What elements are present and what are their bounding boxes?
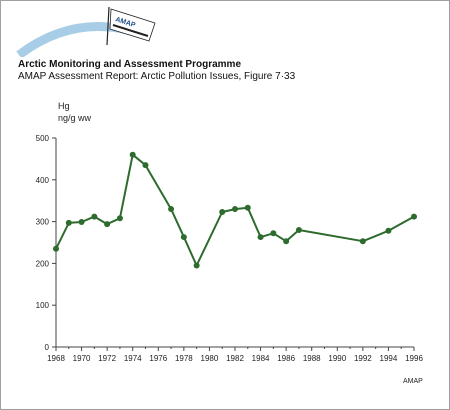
credit-label: AMAP <box>403 378 423 385</box>
data-point <box>385 227 392 234</box>
y-tick-label: 0 <box>45 343 50 352</box>
data-point <box>180 234 187 241</box>
x-tick-label: 1984 <box>252 354 270 363</box>
data-point <box>129 151 136 158</box>
data-point <box>193 262 200 269</box>
data-point <box>411 213 417 220</box>
logo-flag <box>109 8 156 42</box>
series-layer <box>53 151 417 269</box>
data-point <box>65 219 72 226</box>
data-point <box>168 206 175 213</box>
y-axis-label-unit: ng/g ww <box>58 113 92 123</box>
data-point <box>142 162 149 169</box>
x-tick-label: 1988 <box>303 354 321 363</box>
data-point <box>295 226 302 233</box>
data-point <box>219 208 226 215</box>
data-point <box>257 234 264 241</box>
y-tick-label: 500 <box>36 134 50 143</box>
x-tick-label: 1996 <box>405 354 423 363</box>
logo-graphic: AMAP <box>16 6 156 59</box>
x-tick-label: 1976 <box>149 354 167 363</box>
data-point <box>270 230 277 237</box>
x-tick-label: 1978 <box>175 354 193 363</box>
x-tick-label: 1972 <box>98 354 116 363</box>
x-tick-label: 1982 <box>226 354 244 363</box>
data-point <box>232 206 238 213</box>
x-tick-label: 1990 <box>328 354 346 363</box>
y-tick-label: 400 <box>36 176 50 185</box>
organization-title: Arctic Monitoring and Assessment Program… <box>18 59 242 70</box>
data-point <box>91 213 98 220</box>
y-axis-label-quantity: Hg <box>58 101 70 111</box>
x-tick-label: 1980 <box>201 354 219 363</box>
amap-logo: AMAP <box>15 5 175 59</box>
data-point <box>78 219 85 226</box>
x-tick-label: 1970 <box>73 354 91 363</box>
data-point <box>359 238 366 245</box>
y-tick-label: 200 <box>36 259 50 268</box>
x-tick-label: 1974 <box>124 354 142 363</box>
data-point <box>283 238 290 245</box>
x-tick-label: 1968 <box>47 354 65 363</box>
data-point <box>53 245 59 252</box>
logo-flag-stripe <box>112 24 149 37</box>
y-tick-label: 100 <box>36 301 50 310</box>
data-point <box>104 221 111 228</box>
y-tick-label: 300 <box>36 218 50 227</box>
x-tick-label: 1986 <box>277 354 295 363</box>
logo-pole <box>106 6 110 46</box>
x-tick-label: 1992 <box>354 354 372 363</box>
data-point <box>244 204 251 211</box>
data-point <box>116 215 123 222</box>
report-title: AMAP Assessment Report: Arctic Pollution… <box>18 71 296 82</box>
axes: 0 100 200 300 400 500 1968 1970 1972 1974 1976 1978… <box>36 134 424 363</box>
x-tick-label: 1994 <box>380 354 398 363</box>
